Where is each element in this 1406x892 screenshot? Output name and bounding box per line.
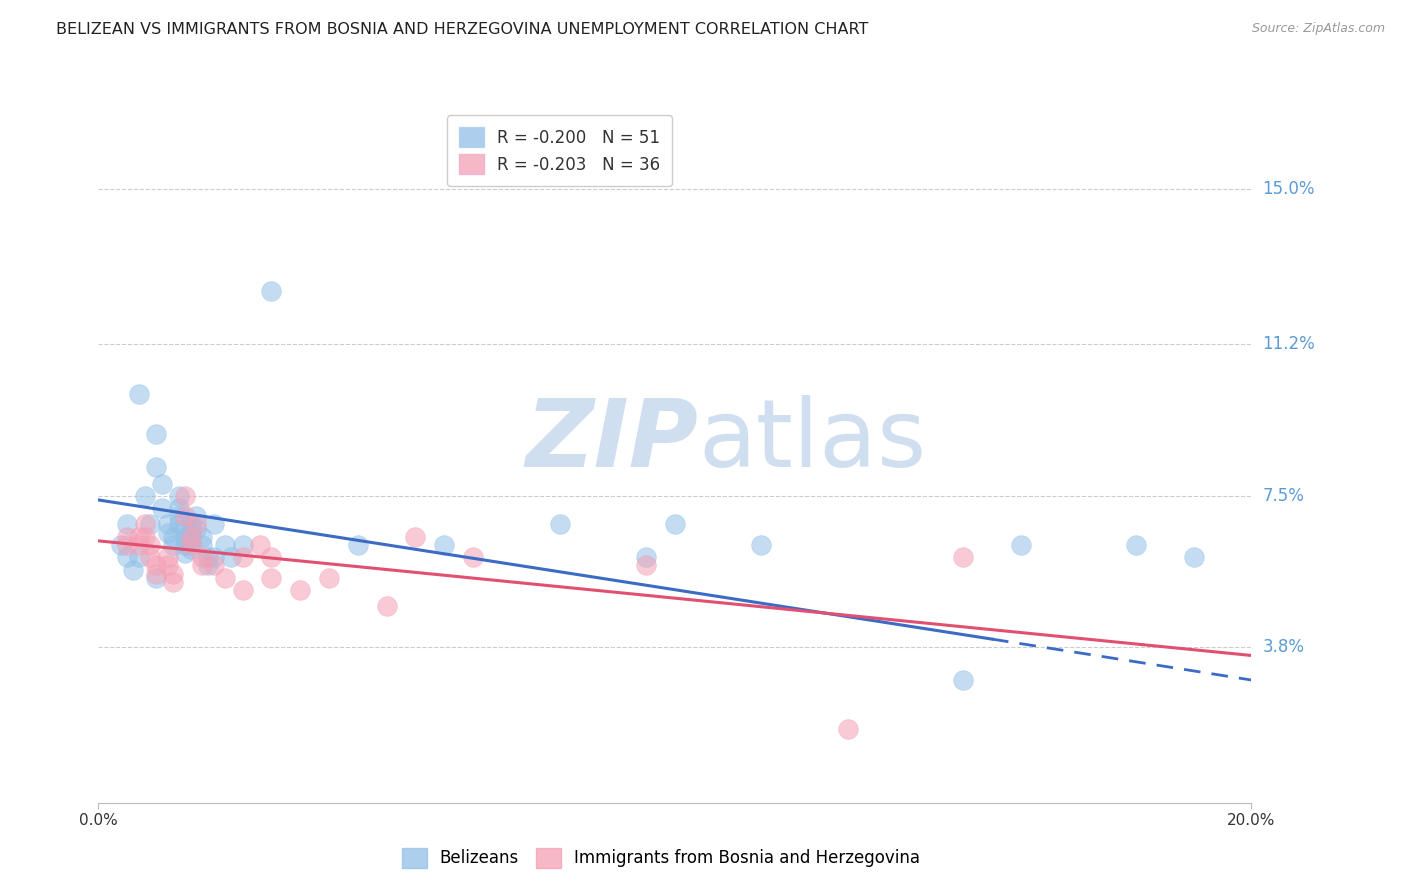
- Point: [162, 566, 184, 581]
- Point: [461, 550, 484, 565]
- Point: [117, 550, 138, 565]
- Point: [128, 530, 150, 544]
- Point: [162, 538, 184, 552]
- Point: [174, 530, 197, 544]
- Legend: Belizeans, Immigrants from Bosnia and Herzegovina: Belizeans, Immigrants from Bosnia and He…: [395, 841, 927, 875]
- Text: 15.0%: 15.0%: [1263, 180, 1315, 198]
- Point: [134, 530, 156, 544]
- Point: [231, 582, 254, 597]
- Point: [117, 517, 138, 532]
- Text: atlas: atlas: [697, 395, 927, 487]
- Point: [202, 550, 225, 565]
- Point: [231, 538, 254, 552]
- Point: [664, 517, 686, 532]
- Point: [346, 538, 368, 552]
- Point: [405, 530, 427, 544]
- Point: [260, 550, 283, 565]
- Point: [128, 386, 150, 401]
- Point: [117, 530, 138, 544]
- Point: [1010, 538, 1032, 552]
- Point: [167, 509, 190, 524]
- Point: [191, 530, 214, 544]
- Point: [197, 558, 219, 573]
- Point: [260, 571, 283, 585]
- Point: [174, 522, 197, 536]
- Point: [433, 538, 456, 552]
- Point: [952, 550, 974, 565]
- Point: [214, 538, 236, 552]
- Point: [219, 550, 242, 565]
- Point: [214, 571, 236, 585]
- Point: [186, 517, 208, 532]
- Point: [110, 538, 132, 552]
- Point: [180, 517, 202, 532]
- Point: [186, 509, 208, 524]
- Point: [139, 550, 162, 565]
- Point: [191, 558, 214, 573]
- Point: [167, 489, 190, 503]
- Point: [751, 538, 773, 552]
- Text: BELIZEAN VS IMMIGRANTS FROM BOSNIA AND HERZEGOVINA UNEMPLOYMENT CORRELATION CHAR: BELIZEAN VS IMMIGRANTS FROM BOSNIA AND H…: [56, 22, 869, 37]
- Point: [1125, 538, 1147, 552]
- Point: [134, 489, 156, 503]
- Point: [1182, 550, 1205, 565]
- Point: [174, 509, 197, 524]
- Point: [548, 517, 571, 532]
- Point: [145, 571, 167, 585]
- Point: [145, 427, 167, 442]
- Point: [122, 562, 145, 576]
- Point: [191, 550, 214, 565]
- Point: [636, 558, 658, 573]
- Point: [202, 517, 225, 532]
- Point: [134, 517, 156, 532]
- Point: [174, 538, 197, 552]
- Point: [636, 550, 658, 565]
- Point: [117, 538, 138, 552]
- Point: [162, 574, 184, 589]
- Point: [128, 550, 150, 565]
- Point: [197, 550, 219, 565]
- Point: [231, 550, 254, 565]
- Point: [290, 582, 312, 597]
- Point: [145, 460, 167, 475]
- Point: [174, 546, 197, 560]
- Point: [318, 571, 340, 585]
- Point: [249, 538, 271, 552]
- Point: [128, 538, 150, 552]
- Point: [139, 538, 162, 552]
- Point: [180, 525, 202, 540]
- Point: [375, 599, 398, 614]
- Point: [837, 722, 859, 736]
- Point: [952, 673, 974, 687]
- Text: 7.5%: 7.5%: [1263, 487, 1305, 505]
- Point: [167, 517, 190, 532]
- Point: [180, 538, 202, 552]
- Legend: R = -0.200   N = 51, R = -0.203   N = 36: R = -0.200 N = 51, R = -0.203 N = 36: [447, 115, 672, 186]
- Point: [150, 476, 173, 491]
- Point: [180, 533, 202, 548]
- Point: [167, 501, 190, 516]
- Point: [139, 517, 162, 532]
- Point: [180, 542, 202, 557]
- Point: [150, 501, 173, 516]
- Point: [260, 284, 283, 298]
- Point: [174, 489, 197, 503]
- Text: 11.2%: 11.2%: [1263, 335, 1315, 353]
- Point: [202, 558, 225, 573]
- Point: [156, 525, 179, 540]
- Point: [156, 550, 179, 565]
- Point: [191, 538, 214, 552]
- Point: [156, 517, 179, 532]
- Text: Source: ZipAtlas.com: Source: ZipAtlas.com: [1251, 22, 1385, 36]
- Text: 3.8%: 3.8%: [1263, 639, 1305, 657]
- Point: [156, 558, 179, 573]
- Point: [180, 530, 202, 544]
- Point: [145, 558, 167, 573]
- Point: [145, 566, 167, 581]
- Text: ZIP: ZIP: [524, 395, 697, 487]
- Point: [186, 522, 208, 536]
- Point: [162, 530, 184, 544]
